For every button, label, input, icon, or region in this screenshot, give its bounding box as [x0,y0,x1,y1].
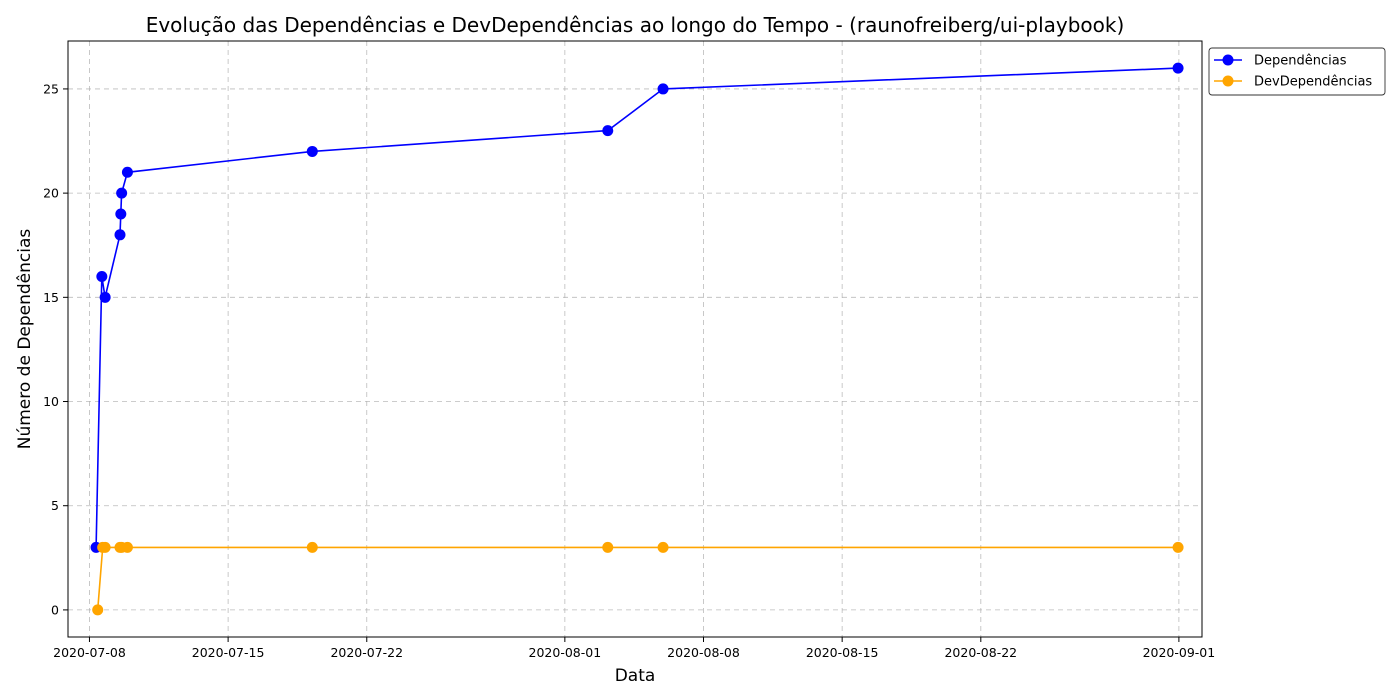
series-line [96,546,1179,610]
x-tick-label: 2020-08-22 [944,645,1017,660]
data-point [306,145,318,157]
y-tick-label: 5 [51,498,59,513]
y-tick-label: 15 [43,290,59,305]
series-line [95,67,1179,548]
data-point [1172,541,1184,553]
data-point [99,541,111,553]
legend-marker [1222,75,1234,87]
grid [68,41,1202,637]
axis-ticks: 2020-07-08 2020-07-15 2020-07-22 2020-08-01… [43,81,1215,660]
data-point [96,270,108,282]
x-tick-label: 2020-07-15 [192,645,265,660]
legend: Dependências DevDependências [1208,47,1386,96]
legend-marker [1222,54,1234,66]
data-point [92,604,104,616]
legend-label: DevDependências [1254,75,1372,90]
legend-label: Dependências [1254,54,1347,69]
data-point [657,541,669,553]
x-tick-label: 2020-07-08 [53,645,126,660]
data-point [602,125,614,137]
data-point [99,291,111,303]
chart-title: Evolução das Dependências e DevDependênc… [146,13,1125,37]
x-tick-label: 2020-08-08 [667,645,740,660]
series-dependencias [90,62,1184,553]
x-axis-label: Data [615,666,656,686]
x-tick-label: 2020-08-01 [529,645,602,660]
legend-item: DevDependências [1214,75,1372,90]
data-point [121,166,133,178]
data-point [115,208,127,220]
data-point [602,541,614,553]
data-point [306,541,318,553]
x-tick-label: 2020-08-15 [806,645,879,660]
y-tick-label: 25 [43,81,59,96]
series-devdependencias [92,541,1184,616]
x-tick-label: 2020-09-01 [1143,645,1216,660]
y-tick-label: 20 [43,186,59,201]
y-tick-label: 10 [43,394,59,409]
plot-area [67,40,1203,638]
y-tick-label: 0 [51,602,59,617]
x-tick-label: 2020-07-22 [330,645,403,660]
y-axis-label: Número de Dependências [15,229,35,450]
legend-box [1208,47,1386,96]
series [90,62,1184,616]
legend-item: Dependências [1214,54,1347,69]
data-point [116,187,128,199]
data-point [1172,62,1184,74]
data-point [114,229,126,241]
data-point [121,541,133,553]
data-point [657,83,669,95]
